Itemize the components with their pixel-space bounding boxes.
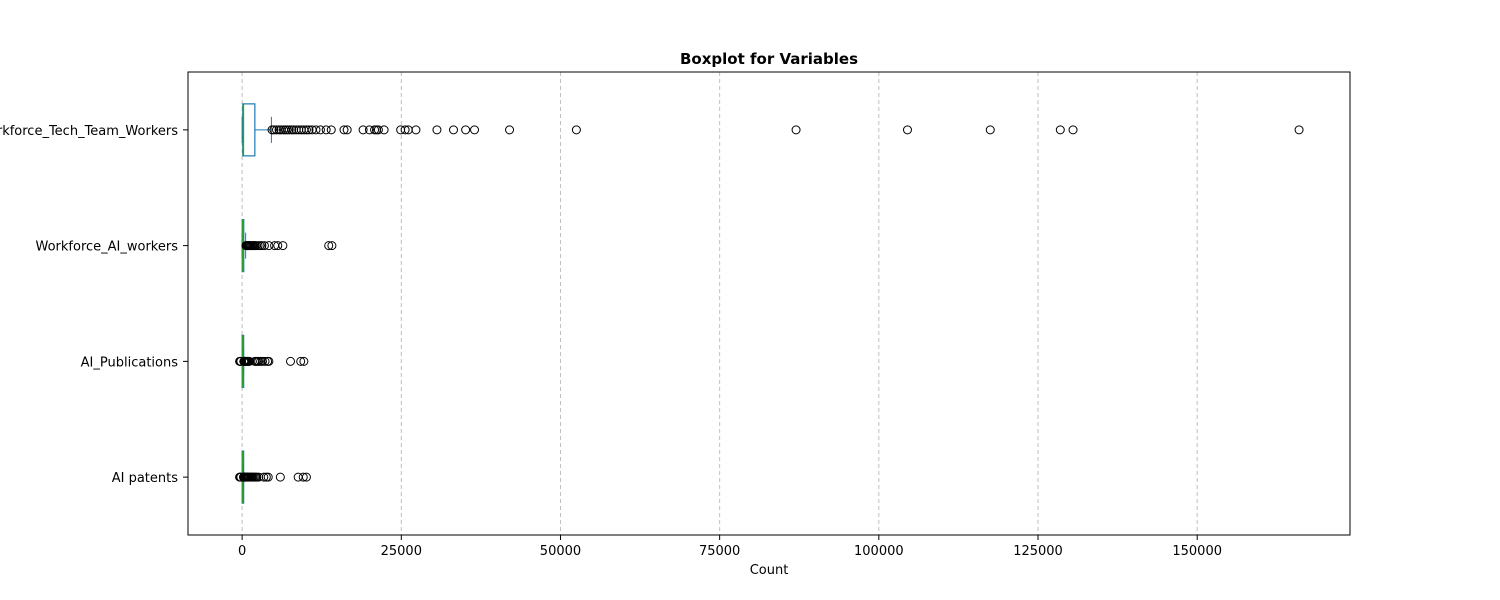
outlier-point xyxy=(259,472,269,482)
outlier-point xyxy=(284,125,294,135)
outlier-point xyxy=(1055,125,1065,135)
outlier-point xyxy=(272,125,282,135)
outlier-point xyxy=(373,125,383,135)
x-gridlines xyxy=(241,72,1198,535)
outlier-point xyxy=(257,356,267,366)
chart-title: Boxplot for Variables xyxy=(680,50,858,68)
plot-frame xyxy=(187,71,1351,536)
outlier-point xyxy=(449,125,459,135)
x-tick-label: 0 xyxy=(238,544,246,559)
y-tick-label: AI_Publications xyxy=(81,355,179,370)
outlier-point xyxy=(278,241,288,251)
outlier-point xyxy=(324,241,334,251)
outlier-point xyxy=(379,125,389,135)
outlier-point xyxy=(286,356,296,366)
outlier-point xyxy=(260,356,270,366)
outlier-point xyxy=(505,125,515,135)
outlier-point xyxy=(339,125,349,135)
x-tick-label: 25000 xyxy=(381,544,422,559)
outlier-point xyxy=(264,241,274,251)
outlier-point xyxy=(400,125,410,135)
x-tick-label: 100000 xyxy=(854,544,904,559)
y-tick-label: AI patents xyxy=(112,471,179,486)
box-iqr xyxy=(242,103,256,157)
outlier-point xyxy=(985,125,995,135)
outlier-point xyxy=(296,356,306,366)
x-tick-label: 150000 xyxy=(1172,544,1222,559)
outlier-point xyxy=(411,125,421,135)
outlier-point xyxy=(1294,125,1304,135)
outlier-point xyxy=(263,472,273,482)
outlier-point xyxy=(275,472,285,482)
outlier-point xyxy=(321,125,331,135)
outlier-point xyxy=(461,125,471,135)
outlier-point xyxy=(257,241,267,251)
outlier-point xyxy=(791,125,801,135)
outlier-point xyxy=(273,241,283,251)
y-tick-label: Workforce_Tech_Team_Workers xyxy=(0,124,178,139)
x-tick-label: 75000 xyxy=(699,544,740,559)
outlier-point xyxy=(326,125,336,135)
outlier-point xyxy=(304,125,314,135)
outlier-point xyxy=(470,125,480,135)
outlier-point xyxy=(571,125,581,135)
x-axis-label: Count xyxy=(750,563,789,578)
boxplot-ai-patents xyxy=(235,450,311,504)
outlier-point xyxy=(1068,125,1078,135)
outlier-point xyxy=(327,241,337,251)
outlier-point xyxy=(269,125,279,135)
y-tick-label: Workforce_AI_workers xyxy=(36,240,179,255)
box-series xyxy=(235,103,1304,504)
x-tick-label: 50000 xyxy=(540,544,581,559)
x-tick-label: 125000 xyxy=(1013,544,1063,559)
outlier-point xyxy=(432,125,442,135)
boxplot-workforce-tech-team-workers xyxy=(241,103,1304,157)
outlier-point xyxy=(358,125,368,135)
boxplot-workforce-ai-workers xyxy=(241,219,337,273)
outlier-point xyxy=(298,472,308,482)
axis-ticks: 0 25000 50000 75000 100000 125000 150000 Workfo… xyxy=(0,124,1222,559)
outlier-point xyxy=(315,125,325,135)
outlier-point xyxy=(301,125,311,135)
boxplot-ai-publications xyxy=(235,334,309,388)
outlier-point xyxy=(259,241,269,251)
outlier-point xyxy=(311,125,321,135)
outlier-point xyxy=(364,125,374,135)
outlier-point xyxy=(264,356,274,366)
outlier-point xyxy=(299,356,309,366)
outlier-point xyxy=(342,125,352,135)
outlier-point xyxy=(301,472,311,482)
outlier-point xyxy=(902,125,912,135)
